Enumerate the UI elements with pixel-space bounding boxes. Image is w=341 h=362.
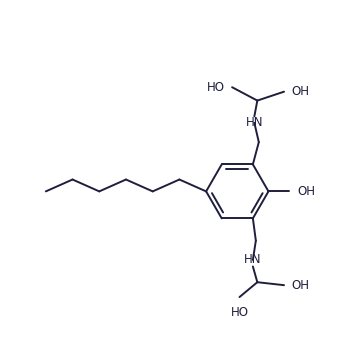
Text: HO: HO	[231, 306, 249, 319]
Text: HN: HN	[244, 253, 262, 266]
Text: HN: HN	[246, 116, 263, 129]
Text: OH: OH	[298, 185, 315, 198]
Text: OH: OH	[292, 85, 310, 98]
Text: OH: OH	[292, 279, 310, 292]
Text: HO: HO	[207, 81, 225, 94]
